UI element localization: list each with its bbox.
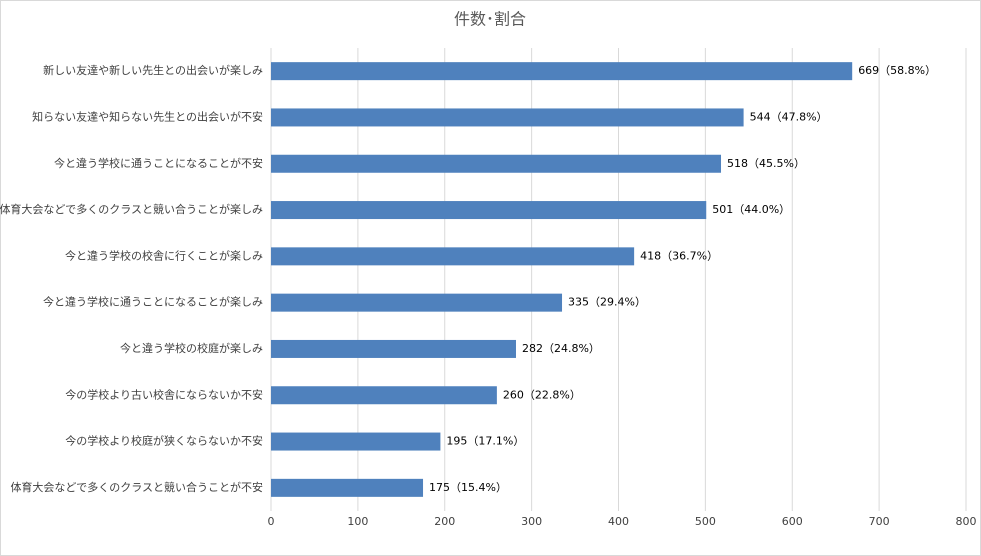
y-tick-label: 体育大会などで多くのクラスと競い合うことが不安	[10, 480, 263, 494]
bar	[271, 201, 707, 220]
y-tick-label: 今の学校より校庭が狭くならないか不安	[65, 434, 263, 448]
x-tick-label: 300	[521, 515, 542, 528]
bar	[271, 478, 424, 497]
data-label: 195（17.1%）	[446, 435, 524, 448]
bar	[271, 339, 516, 358]
data-label: 418（36.7%）	[640, 249, 718, 262]
data-label: 669（58.8%）	[858, 64, 936, 77]
y-tick-label: 体育大会などで多くのクラスと競い合うことが楽しみ	[0, 202, 263, 216]
y-tick-label: 今と違う学校に通うことになることが楽しみ	[43, 295, 263, 309]
y-tick-label: 今と違う学校に通うことになることが不安	[54, 156, 263, 170]
bar	[271, 432, 441, 451]
chart-title: 件数･割合	[454, 10, 526, 29]
bar	[271, 154, 722, 173]
x-tick-label: 800	[956, 515, 977, 528]
y-tick-label: 今と違う学校の校庭が楽しみ	[120, 341, 263, 355]
bar	[271, 293, 563, 312]
data-label: 501（44.0%）	[712, 203, 790, 216]
x-tick-label: 200	[434, 515, 455, 528]
data-label: 518（45.5%）	[727, 157, 805, 170]
bar	[271, 62, 853, 81]
data-label: 544（47.8%）	[750, 110, 828, 123]
y-tick-label: 知らない友達や知らない先生との出会いが不安	[32, 109, 263, 123]
x-tick-label: 400	[608, 515, 629, 528]
y-tick-label: 新しい友達や新しい先生との出会いが楽しみ	[43, 63, 263, 77]
data-label: 335（29.4%）	[568, 296, 646, 309]
data-label: 282（24.8%）	[522, 342, 600, 355]
x-tick-label: 700	[869, 515, 890, 528]
x-tick-label: 500	[695, 515, 716, 528]
x-tick-label: 0	[268, 515, 275, 528]
data-label: 175（15.4%）	[429, 481, 507, 494]
bar	[271, 108, 744, 127]
y-tick-label: 今と違う学校の校舎に行くことが楽しみ	[65, 248, 263, 262]
data-label: 260（22.8%）	[503, 388, 581, 401]
x-tick-label: 100	[347, 515, 368, 528]
x-tick-label: 600	[782, 515, 803, 528]
bar	[271, 386, 497, 405]
y-tick-label: 今の学校より古い校舎にならないか不安	[65, 387, 263, 401]
bar	[271, 247, 635, 266]
